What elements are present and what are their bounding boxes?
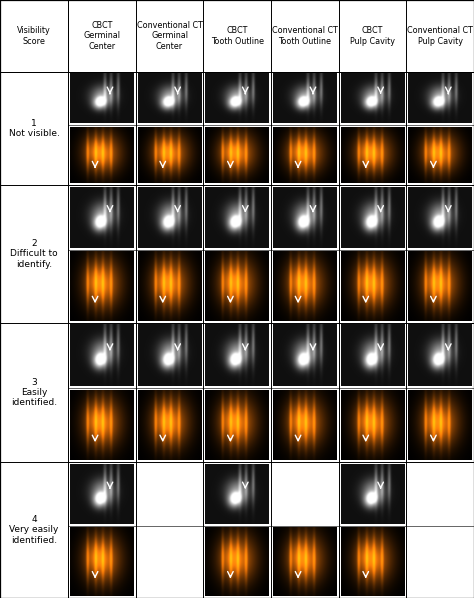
Text: CBCT
Tooth Outline: CBCT Tooth Outline — [210, 26, 264, 45]
Bar — [273, 464, 337, 524]
Bar — [137, 464, 201, 524]
Text: 1
Not visible.: 1 Not visible. — [9, 119, 59, 138]
Bar — [137, 528, 201, 596]
Text: Conventional CT
Pulp Cavity: Conventional CT Pulp Cavity — [407, 26, 473, 45]
Bar — [408, 528, 472, 596]
Text: 4
Very easily
identified.: 4 Very easily identified. — [9, 515, 59, 545]
Text: Conventional CT
Germinal
Center: Conventional CT Germinal Center — [137, 21, 202, 51]
Text: Visibility
Score: Visibility Score — [17, 26, 51, 45]
Text: 3
Easily
identified.: 3 Easily identified. — [11, 377, 57, 407]
Text: 2
Difficult to
identify.: 2 Difficult to identify. — [10, 239, 58, 269]
Bar — [408, 464, 472, 524]
Text: CBCT
Germinal
Center: CBCT Germinal Center — [83, 21, 120, 51]
Text: Conventional CT
Tooth Outline: Conventional CT Tooth Outline — [272, 26, 338, 45]
Text: CBCT
Pulp Cavity: CBCT Pulp Cavity — [350, 26, 395, 45]
